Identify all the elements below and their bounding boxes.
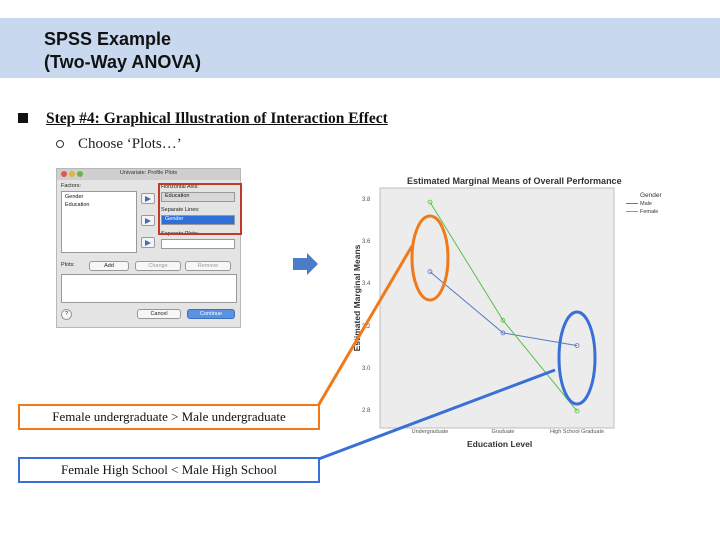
minimize-icon[interactable] <box>69 171 75 177</box>
data-point-male <box>427 269 433 275</box>
separate-lines-value: Gender <box>165 216 184 222</box>
profile-plots-dialog: Univariate: Profile Plots Factors: Gende… <box>56 168 241 328</box>
square-bullet-icon <box>18 113 28 123</box>
chart-title: Estimated Marginal Means of Overall Perf… <box>407 176 622 186</box>
legend-swatch-male <box>626 203 638 205</box>
orange-callout-box: Female undergraduate > Male undergraduat… <box>18 404 320 430</box>
sub-bullet-text: Choose ‘Plots…’ <box>78 136 182 152</box>
zoom-icon[interactable] <box>77 171 83 177</box>
right-arrow-icon <box>293 253 318 275</box>
legend-item-male: Male <box>626 201 652 207</box>
y-tick-label: 3.8 <box>362 197 371 203</box>
cancel-button[interactable]: Cancel <box>137 309 181 319</box>
legend-label: Male <box>640 201 652 207</box>
slide-title: SPSS Example <box>44 29 172 49</box>
orange-connector-line <box>316 245 414 407</box>
y-tick-label: 3.6 <box>362 239 371 245</box>
step-heading: Step #4: Graphical Illustration of Inter… <box>46 110 388 127</box>
y-tick-label: 2.8 <box>362 408 371 414</box>
factors-list[interactable]: Gender Education <box>61 191 137 253</box>
list-item[interactable]: Gender <box>65 194 84 200</box>
x-axis-title: Education Level <box>467 439 533 449</box>
separate-plots-field[interactable] <box>161 239 235 249</box>
move-to-separate-lines-button[interactable] <box>141 215 155 226</box>
continue-button[interactable]: Continue <box>187 309 235 319</box>
move-to-separate-plots-button[interactable] <box>141 237 155 248</box>
y-tick-label: 3.2 <box>362 324 371 330</box>
move-to-horizontal-axis-button[interactable] <box>141 193 155 204</box>
series-line-male <box>429 271 578 347</box>
slide-title-bar <box>0 18 720 78</box>
axis-selection-highlight <box>158 183 242 235</box>
add-button[interactable]: Add <box>89 261 129 271</box>
list-item[interactable]: Education <box>65 202 90 208</box>
separate-lines-label: Separate Lines: <box>161 207 200 213</box>
blue-callout-box: Female High School < Male High School <box>18 457 320 483</box>
plots-list[interactable] <box>61 274 237 303</box>
horizontal-axis-value: Education <box>165 193 190 199</box>
legend-swatch-female <box>626 211 638 213</box>
data-point-male <box>500 330 506 336</box>
remove-button[interactable]: Remove <box>185 261 231 271</box>
help-button[interactable]: ? <box>61 309 72 320</box>
orange-highlight-ellipse <box>410 214 450 302</box>
blue-highlight-ellipse <box>557 310 597 406</box>
x-tick-label: Graduate <box>491 429 515 435</box>
plots-label: Plots: <box>61 262 75 268</box>
data-point-female <box>427 199 433 205</box>
separate-lines-field[interactable]: Gender <box>161 215 235 225</box>
legend-title: Gender <box>640 192 662 199</box>
x-tick-label: Undergraduate <box>411 429 449 435</box>
dialog-titlebar: Univariate: Profile Plots <box>57 169 240 180</box>
series-line-female <box>429 201 578 412</box>
x-tick-label: High School Graduate <box>549 429 605 435</box>
factors-label: Factors: <box>61 183 81 189</box>
dialog-title: Univariate: Profile Plots <box>119 170 178 176</box>
data-point-female <box>500 317 506 323</box>
horizontal-axis-label: Horizontal Axis: <box>161 184 199 190</box>
close-icon[interactable] <box>61 171 67 177</box>
data-point-male <box>574 343 580 349</box>
slide-subtitle: (Two-Way ANOVA) <box>44 52 201 72</box>
y-tick-label: 3.4 <box>362 281 371 287</box>
horizontal-axis-field[interactable]: Education <box>161 192 235 202</box>
legend-item-female: Female <box>626 209 658 215</box>
y-tick-label: 3.0 <box>362 366 371 372</box>
circle-bullet-icon <box>56 140 64 148</box>
data-point-female <box>574 408 580 414</box>
legend-label: Female <box>640 209 659 215</box>
change-button[interactable]: Change <box>135 261 181 271</box>
blue-connector-line <box>315 368 556 462</box>
